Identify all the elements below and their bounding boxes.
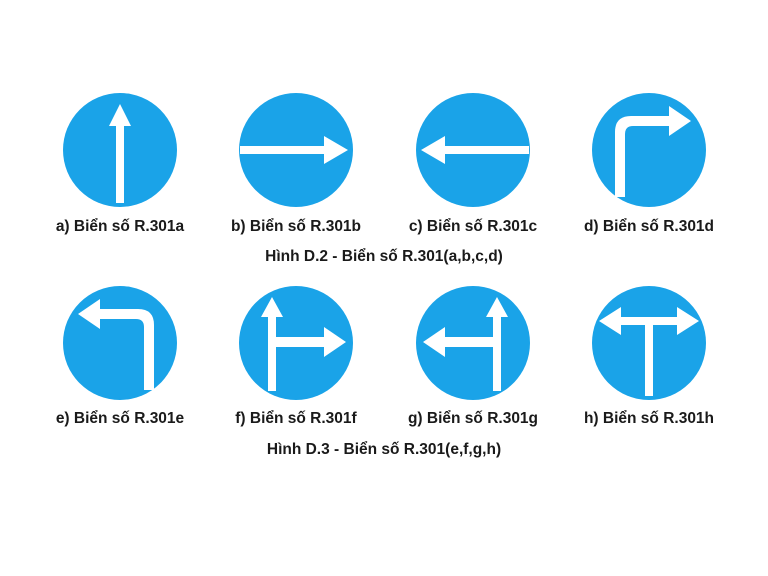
sign-label: d) Biển số R.301d — [583, 218, 715, 235]
sign-label: h) Biển số R.301h — [583, 410, 715, 427]
sign-r301d — [591, 92, 707, 208]
sign-r301c — [415, 92, 531, 208]
sign-label: a) Biển số R.301a — [55, 218, 185, 235]
arrow-left-icon — [416, 93, 530, 207]
sign-r301e — [62, 285, 178, 401]
sign-r301b — [238, 92, 354, 208]
sign-r301f — [238, 285, 354, 401]
arrow-up-then-right-icon — [592, 93, 706, 207]
sign-r301a — [62, 92, 178, 208]
sign-label: g) Biển số R.301g — [407, 410, 539, 427]
sign-r301g — [415, 285, 531, 401]
sign-r301h — [591, 285, 707, 401]
sign-label: f) Biển số R.301f — [235, 410, 357, 427]
arrow-left-or-right-icon — [592, 286, 706, 400]
sign-label: e) Biển số R.301e — [55, 410, 185, 427]
figure-caption-d2: Hình D.2 - Biển số R.301(a,b,c,d) — [265, 248, 503, 265]
arrow-straight-up-icon — [63, 93, 177, 207]
arrow-up-then-left-icon — [63, 286, 177, 400]
arrow-right-icon — [239, 93, 353, 207]
arrow-straight-or-left-icon — [416, 286, 530, 400]
arrow-straight-or-right-icon — [239, 286, 353, 400]
sign-label: b) Biển số R.301b — [230, 218, 362, 235]
sign-label: c) Biển số R.301c — [408, 218, 538, 235]
figure-caption-d3: Hình D.3 - Biển số R.301(e,f,g,h) — [266, 441, 502, 458]
